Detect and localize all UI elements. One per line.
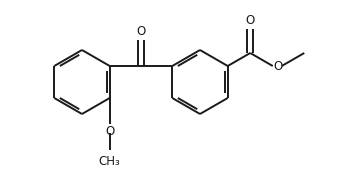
Text: CH₃: CH₃ xyxy=(99,155,121,168)
Text: O: O xyxy=(105,125,114,138)
Text: O: O xyxy=(136,25,145,38)
Text: O: O xyxy=(246,14,255,27)
Text: O: O xyxy=(274,60,283,73)
